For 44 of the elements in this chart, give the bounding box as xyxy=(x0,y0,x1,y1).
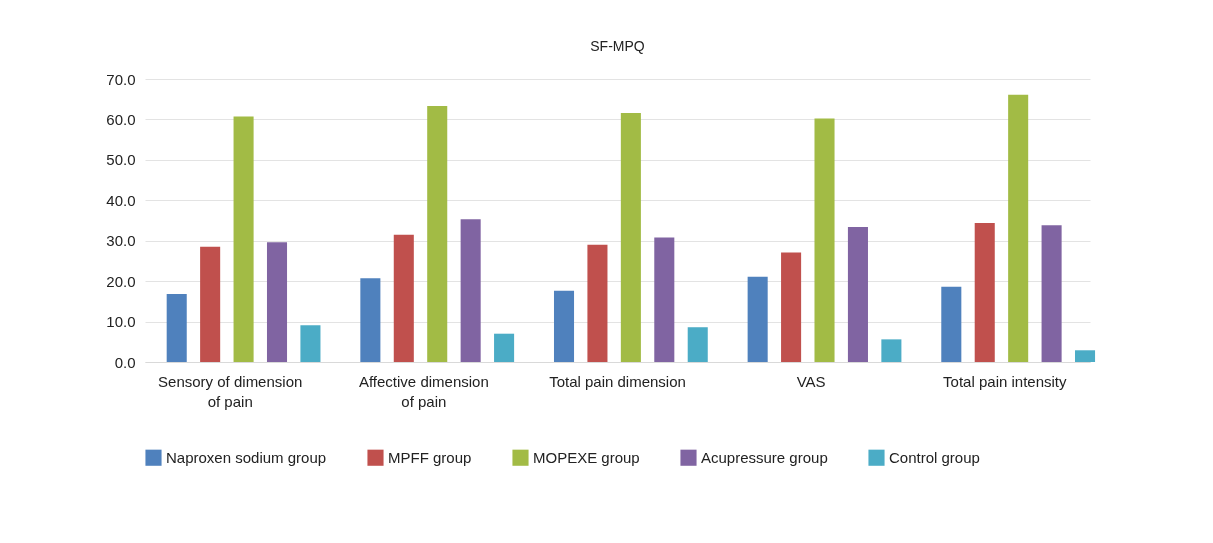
x-tick-label: Sensory of dimension of pain xyxy=(158,372,303,410)
legend-label: Naproxen sodium group xyxy=(166,448,327,466)
bar xyxy=(427,106,448,362)
x-tick-label: Total pain intensity xyxy=(943,372,1067,390)
bar xyxy=(1075,350,1096,362)
y-tick-label: 40.0 xyxy=(106,191,136,209)
y-tick-label: 10.0 xyxy=(106,313,136,331)
bar xyxy=(494,333,515,362)
x-tick-label: Affective dimension of pain xyxy=(358,372,489,410)
bar xyxy=(393,234,414,362)
bar xyxy=(200,246,221,362)
bar xyxy=(553,290,575,362)
bar xyxy=(814,118,835,362)
y-tick-label: 20.0 xyxy=(106,272,136,290)
bar xyxy=(266,242,288,362)
bar xyxy=(941,286,962,362)
y-tick-label: 30.0 xyxy=(106,232,136,250)
y-tick-label: 70.0 xyxy=(106,70,136,88)
bar xyxy=(747,276,768,362)
bar xyxy=(687,327,708,362)
bar xyxy=(460,219,481,362)
bar xyxy=(974,222,995,362)
bar xyxy=(233,116,254,362)
bar xyxy=(781,252,802,362)
bar xyxy=(847,226,868,362)
legend-label: Acupressure group xyxy=(701,448,828,466)
bar xyxy=(587,244,608,362)
y-tick-label: 60.0 xyxy=(106,110,136,128)
legend-label: MOPEXE group xyxy=(533,448,640,466)
bar xyxy=(300,325,321,362)
legend-label: Control group xyxy=(889,448,980,466)
chart-title: SF-MPQ xyxy=(590,38,645,54)
bar xyxy=(360,278,381,362)
x-tick-label: VAS xyxy=(796,372,826,390)
bar xyxy=(166,294,187,362)
bar xyxy=(1008,94,1029,362)
bar xyxy=(881,339,902,362)
bar xyxy=(620,112,641,362)
y-tick-label: 50.0 xyxy=(106,151,136,169)
bar xyxy=(1041,225,1062,362)
x-tick-label: Total pain dimension xyxy=(549,372,686,390)
legend-label: MPFF group xyxy=(388,448,472,466)
bar xyxy=(654,237,675,362)
y-tick-label: 0.0 xyxy=(114,353,136,371)
